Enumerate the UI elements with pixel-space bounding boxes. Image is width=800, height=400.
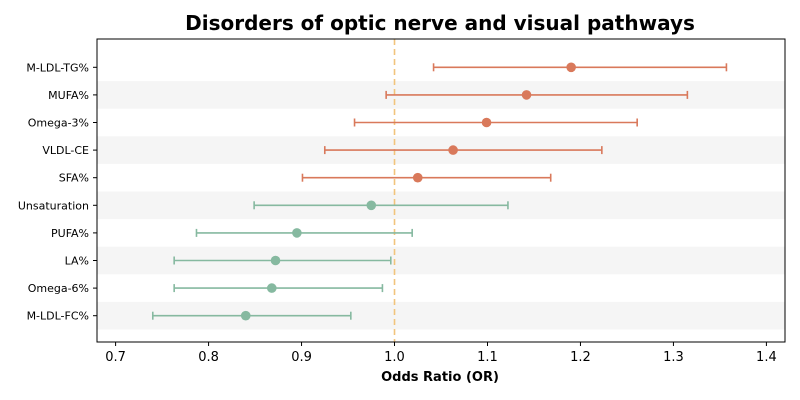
y-tick-label: Omega-3%: [28, 117, 89, 130]
x-tick-label: 1.4: [756, 350, 777, 365]
x-tick-label: 1.3: [663, 350, 684, 365]
y-tick-label: SFA%: [59, 172, 89, 185]
or-point: [270, 255, 281, 266]
y-tick-label: LA%: [65, 255, 89, 268]
y-tick-label: Omega-6%: [28, 282, 89, 295]
x-tick-label: 1.0: [384, 350, 405, 365]
y-tick-label: MUFA%: [48, 89, 89, 102]
x-tick-label: 0.8: [198, 350, 219, 365]
or-point: [521, 90, 532, 100]
x-tick-label: 0.7: [105, 350, 126, 365]
or-point: [266, 283, 277, 293]
plot-marks: [151, 62, 728, 321]
x-tick-label: 1.2: [570, 350, 591, 365]
y-tick-label: Unsaturation: [18, 199, 89, 212]
or-point: [292, 228, 302, 238]
or-point: [412, 172, 423, 183]
or-point: [240, 310, 251, 321]
x-tick-label: 1.1: [477, 350, 498, 365]
y-tick-label: M-LDL-FC%: [27, 310, 89, 323]
chart-title: Disorders of optic nerve and visual path…: [185, 11, 695, 35]
or-point: [481, 117, 492, 128]
plot-frame: [96, 38, 786, 343]
x-tick-label: 0.9: [291, 350, 312, 365]
y-tick-label: PUFA%: [51, 227, 89, 240]
x-axis: 0.7 0.8 0.9 1.0 1.1 1.2 1.3 1.4: [105, 342, 777, 365]
or-point: [448, 145, 458, 155]
y-axis: M-LDL-TG% MUFA% Omega-3% VLDL-CE SFA% Unsatur…: [18, 61, 97, 323]
or-point: [366, 200, 377, 211]
y-tick-label: VLDL-CE: [42, 144, 89, 157]
or-point: [566, 62, 576, 73]
y-tick-label: M-LDL-TG%: [26, 61, 89, 74]
x-axis-label: Odds Ratio (OR): [381, 370, 499, 385]
